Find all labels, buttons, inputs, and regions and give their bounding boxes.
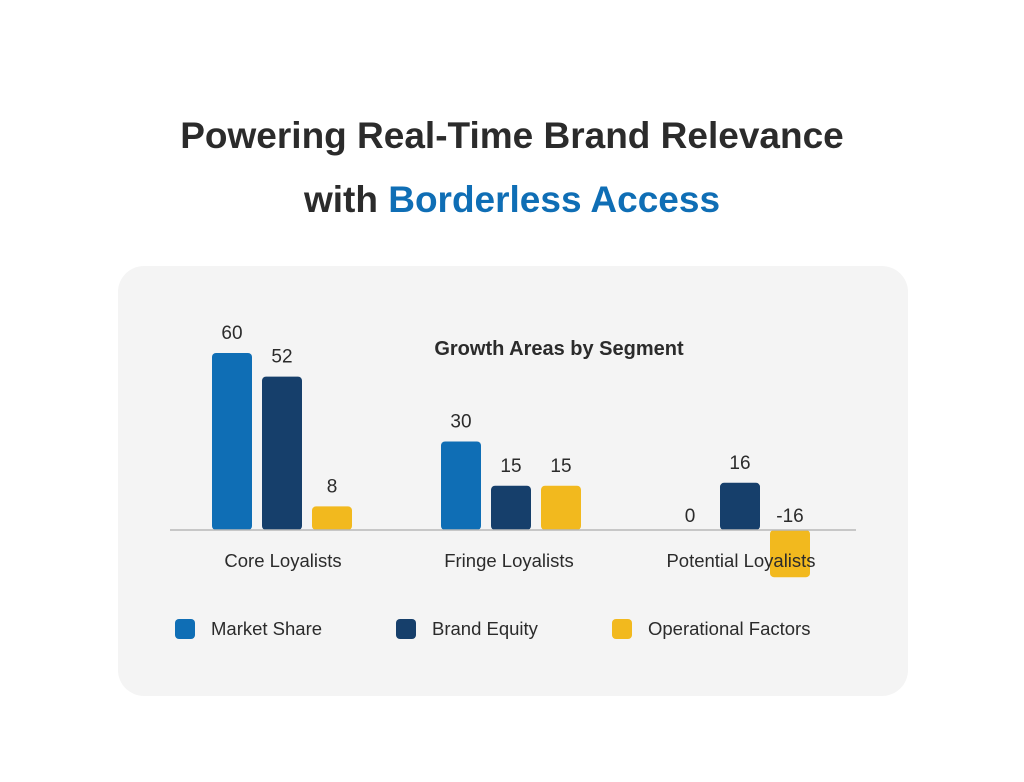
bar-core-loyalists-market-share (212, 353, 252, 530)
value-label-fringe-loyalists-market-share: 30 (450, 412, 471, 433)
value-label-fringe-loyalists-operational-factors: 15 (550, 456, 571, 477)
headline-line-1: Powering Real-Time Brand Relevance (180, 115, 844, 156)
bar-core-loyalists-operational-factors (312, 506, 352, 530)
legend-swatch-market-share (175, 619, 195, 639)
category-labels-group: Core Loyalists Fringe Loyalists Potential … (224, 550, 815, 571)
bars-group (212, 353, 810, 578)
legend-label-operational-factors: Operational Factors (648, 618, 811, 639)
bar-potential-loyalists-operational-factors (770, 530, 810, 578)
legend-item-market-share: Market Share (175, 613, 322, 645)
value-label-potential-loyalists-operational-factors: -16 (776, 506, 803, 527)
page-headline: Powering Real-Time Brand Relevance with … (0, 104, 1024, 232)
chart-title: Growth Areas by Segment (434, 338, 684, 360)
bar-fringe-loyalists-operational-factors (541, 485, 581, 530)
headline-line-2-accent: Borderless Access (388, 179, 721, 220)
category-label-core-loyalists: Core Loyalists (224, 550, 341, 571)
bar-core-loyalists-brand-equity (262, 376, 302, 530)
category-label-potential-loyalists: Potential Loyalists (666, 550, 815, 571)
legend-label-market-share: Market Share (211, 618, 323, 639)
value-label-core-loyalists-market-share: 60 (221, 323, 242, 344)
value-label-potential-loyalists-market-share: 0 (685, 506, 696, 527)
legend-label-brand-equity: Brand Equity (432, 618, 538, 639)
value-label-core-loyalists-operational-factors: 8 (327, 476, 338, 497)
legend-swatch-brand-equity (396, 619, 416, 639)
legend-swatch-operational-factors (612, 619, 632, 639)
value-label-fringe-loyalists-brand-equity: 15 (500, 456, 521, 477)
value-label-potential-loyalists-brand-equity: 16 (729, 453, 750, 474)
bar-potential-loyalists-brand-equity (720, 482, 760, 530)
value-label-core-loyalists-brand-equity: 52 (271, 347, 292, 368)
chart-legend: Market Share Brand Equity Operational Fa… (175, 613, 875, 645)
bar-fringe-loyalists-brand-equity (491, 485, 531, 530)
legend-item-brand-equity: Brand Equity (396, 613, 538, 645)
legend-item-operational-factors: Operational Factors (612, 613, 810, 645)
category-label-fringe-loyalists: Fringe Loyalists (444, 550, 574, 571)
bar-fringe-loyalists-market-share (441, 441, 481, 530)
headline-line-2-prefix: with (303, 179, 389, 220)
value-labels-group: 60 52 8 30 15 15 0 16 -16 (221, 323, 803, 527)
